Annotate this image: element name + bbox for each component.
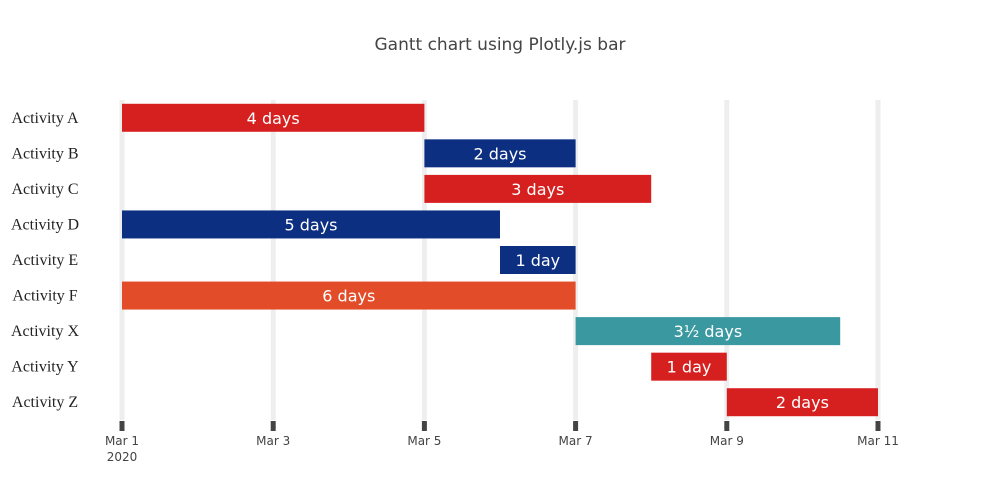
- chart-title: Gantt chart using Plotly.js bar: [374, 35, 625, 55]
- x-tick-label: Mar 3: [256, 434, 290, 448]
- bar-duration-label: 2 days: [473, 144, 526, 163]
- bar-duration-label: 1 day: [667, 358, 712, 377]
- gantt-bar[interactable]: [726, 388, 878, 417]
- x-tick-label: Mar 11: [857, 434, 899, 448]
- category-label: Activity D: [11, 216, 79, 233]
- x-tick-label: Mar 5: [407, 434, 441, 448]
- gantt-bar[interactable]: [122, 210, 500, 239]
- x-tick-label: Mar 1: [105, 434, 139, 448]
- category-label: Activity F: [12, 288, 77, 305]
- x-tick-label: Mar 7: [559, 434, 593, 448]
- category-labels: Activity A Activity B Activity C Activity D…: [11, 110, 79, 411]
- category-label: Activity B: [11, 145, 78, 162]
- x-tick-label: Mar 9: [710, 434, 744, 448]
- bar-duration-label: 5 days: [284, 215, 337, 234]
- bar-duration-label: 4 days: [247, 109, 300, 128]
- category-label: Activity E: [12, 252, 78, 269]
- bars-group: 4 days 2 days 3 days 5 days 1 day 6 days 3½ da…: [122, 103, 878, 417]
- gantt-bar[interactable]: [575, 317, 841, 346]
- gantt-bar[interactable]: [424, 139, 576, 168]
- x-axis-year-label: 2020: [107, 450, 138, 464]
- bar-duration-label: 1 day: [515, 251, 560, 270]
- bar-duration-label: 3 days: [511, 180, 564, 199]
- gantt-bar[interactable]: [424, 174, 652, 203]
- gantt-bar[interactable]: [500, 246, 576, 274]
- category-label: Activity A: [11, 110, 79, 127]
- bar-duration-label: 6 days: [322, 287, 375, 306]
- category-label: Activity X: [11, 323, 79, 340]
- x-axis-ticks: Mar 1 Mar 3 Mar 5 Mar 7 Mar 9 Mar 11: [105, 421, 899, 448]
- bar-duration-label: 3½ days: [674, 322, 743, 341]
- gantt-bar[interactable]: [651, 352, 727, 381]
- bar-duration-label: 2 days: [776, 393, 829, 412]
- category-label: Activity Y: [11, 359, 79, 376]
- category-label: Activity Z: [12, 394, 78, 411]
- gantt-bar[interactable]: [122, 281, 576, 310]
- category-label: Activity C: [11, 181, 78, 198]
- gantt-bar[interactable]: [122, 103, 425, 132]
